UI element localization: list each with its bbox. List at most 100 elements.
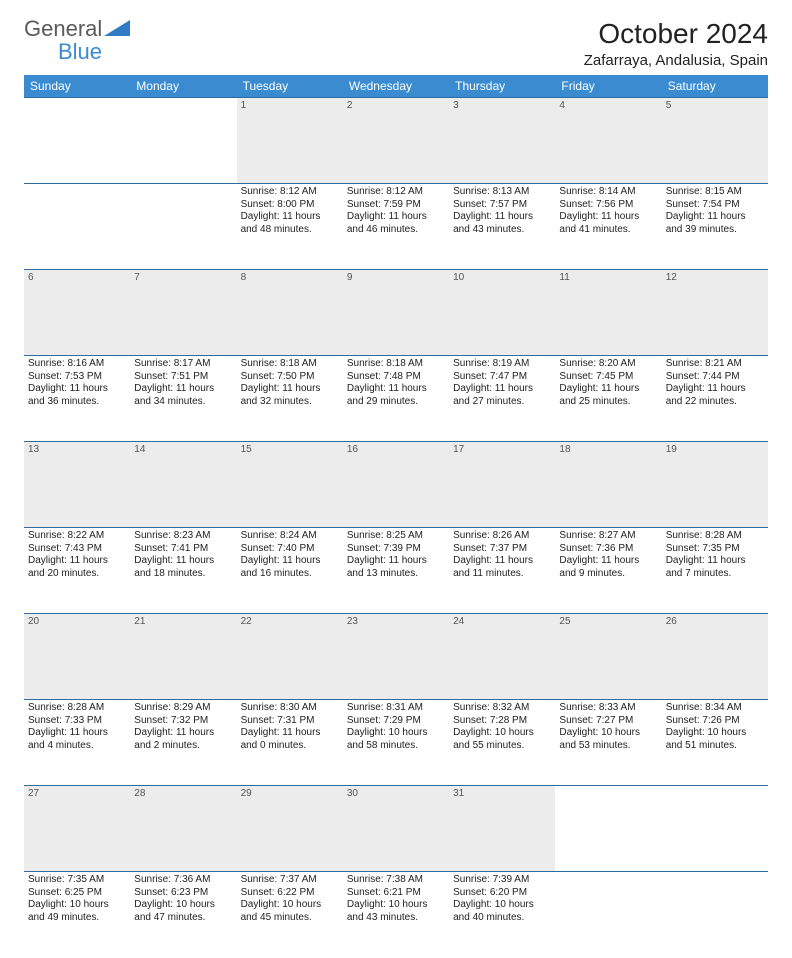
daylight-text: Daylight: 11 hours and 36 minutes. [28, 383, 126, 408]
sunset-text: Sunset: 6:25 PM [28, 887, 126, 900]
daylight-text: Daylight: 11 hours and 29 minutes. [347, 383, 445, 408]
calendar-table: Sunday Monday Tuesday Wednesday Thursday… [24, 75, 768, 958]
sunrise-text: Sunrise: 8:31 AM [347, 702, 445, 715]
day-number: 19 [662, 442, 768, 528]
sunset-text: Sunset: 7:56 PM [559, 199, 657, 212]
daylight-text: Daylight: 10 hours and 45 minutes. [241, 899, 339, 924]
day-number: 16 [343, 442, 449, 528]
day-number: 23 [343, 614, 449, 700]
day-cell: Sunrise: 8:28 AMSunset: 7:33 PMDaylight:… [24, 700, 130, 786]
day-number: 10 [449, 270, 555, 356]
day-number: 6 [24, 270, 130, 356]
sunset-text: Sunset: 7:48 PM [347, 371, 445, 384]
day-cell [24, 184, 130, 270]
calendar-body: 12345Sunrise: 8:12 AMSunset: 8:00 PMDayl… [24, 98, 768, 958]
page-header: General Blue October 2024 Zafarraya, And… [24, 18, 768, 69]
sunrise-text: Sunrise: 8:18 AM [347, 358, 445, 371]
sunrise-text: Sunrise: 8:22 AM [28, 530, 126, 543]
day-header: Tuesday [237, 75, 343, 98]
day-cell: Sunrise: 8:22 AMSunset: 7:43 PMDaylight:… [24, 528, 130, 614]
daylight-text: Daylight: 11 hours and 27 minutes. [453, 383, 551, 408]
sunset-text: Sunset: 6:23 PM [134, 887, 232, 900]
sunset-text: Sunset: 7:29 PM [347, 715, 445, 728]
sunset-text: Sunset: 7:47 PM [453, 371, 551, 384]
day-number [662, 786, 768, 872]
sunset-text: Sunset: 7:59 PM [347, 199, 445, 212]
day-number: 2 [343, 98, 449, 184]
daylight-text: Daylight: 11 hours and 41 minutes. [559, 211, 657, 236]
day-number: 11 [555, 270, 661, 356]
sunset-text: Sunset: 6:20 PM [453, 887, 551, 900]
day-number [24, 98, 130, 184]
sunset-text: Sunset: 7:28 PM [453, 715, 551, 728]
day-cell: Sunrise: 8:31 AMSunset: 7:29 PMDaylight:… [343, 700, 449, 786]
day-header: Wednesday [343, 75, 449, 98]
day-cell: Sunrise: 8:33 AMSunset: 7:27 PMDaylight:… [555, 700, 661, 786]
day-cell: Sunrise: 8:19 AMSunset: 7:47 PMDaylight:… [449, 356, 555, 442]
daylight-text: Daylight: 11 hours and 13 minutes. [347, 555, 445, 580]
daylight-text: Daylight: 11 hours and 16 minutes. [241, 555, 339, 580]
sunset-text: Sunset: 7:40 PM [241, 543, 339, 556]
logo-triangle-icon [104, 18, 130, 38]
logo: General Blue [24, 18, 130, 64]
day-cell: Sunrise: 7:38 AMSunset: 6:21 PMDaylight:… [343, 872, 449, 958]
day-number: 8 [237, 270, 343, 356]
day-number: 28 [130, 786, 236, 872]
day-number [130, 98, 236, 184]
day-number: 29 [237, 786, 343, 872]
sunrise-text: Sunrise: 8:15 AM [666, 186, 764, 199]
sunrise-text: Sunrise: 8:30 AM [241, 702, 339, 715]
day-cell: Sunrise: 7:36 AMSunset: 6:23 PMDaylight:… [130, 872, 236, 958]
daylight-text: Daylight: 11 hours and 18 minutes. [134, 555, 232, 580]
daylight-text: Daylight: 11 hours and 0 minutes. [241, 727, 339, 752]
day-number: 3 [449, 98, 555, 184]
day-number: 7 [130, 270, 236, 356]
day-number: 13 [24, 442, 130, 528]
sunset-text: Sunset: 7:43 PM [28, 543, 126, 556]
day-cell: Sunrise: 7:39 AMSunset: 6:20 PMDaylight:… [449, 872, 555, 958]
location-label: Zafarraya, Andalusia, Spain [584, 52, 768, 69]
day-number: 20 [24, 614, 130, 700]
day-info-row: Sunrise: 8:16 AMSunset: 7:53 PMDaylight:… [24, 356, 768, 442]
sunrise-text: Sunrise: 8:23 AM [134, 530, 232, 543]
title-block: October 2024 Zafarraya, Andalusia, Spain [584, 18, 768, 69]
daylight-text: Daylight: 10 hours and 53 minutes. [559, 727, 657, 752]
daylight-text: Daylight: 11 hours and 32 minutes. [241, 383, 339, 408]
sunset-text: Sunset: 7:53 PM [28, 371, 126, 384]
sunrise-text: Sunrise: 8:24 AM [241, 530, 339, 543]
day-header: Monday [130, 75, 236, 98]
daylight-text: Daylight: 11 hours and 22 minutes. [666, 383, 764, 408]
day-number: 24 [449, 614, 555, 700]
sunrise-text: Sunrise: 8:18 AM [241, 358, 339, 371]
daylight-text: Daylight: 10 hours and 55 minutes. [453, 727, 551, 752]
daylight-text: Daylight: 10 hours and 49 minutes. [28, 899, 126, 924]
day-cell: Sunrise: 8:15 AMSunset: 7:54 PMDaylight:… [662, 184, 768, 270]
day-number: 9 [343, 270, 449, 356]
sunrise-text: Sunrise: 8:29 AM [134, 702, 232, 715]
daylight-text: Daylight: 11 hours and 11 minutes. [453, 555, 551, 580]
sunset-text: Sunset: 7:57 PM [453, 199, 551, 212]
day-number: 22 [237, 614, 343, 700]
sunrise-text: Sunrise: 8:12 AM [241, 186, 339, 199]
day-number-row: 2728293031 [24, 786, 768, 872]
day-header: Sunday [24, 75, 130, 98]
day-info-row: Sunrise: 7:35 AMSunset: 6:25 PMDaylight:… [24, 872, 768, 958]
sunrise-text: Sunrise: 8:21 AM [666, 358, 764, 371]
logo-word2: Blue [24, 39, 102, 64]
day-info-row: Sunrise: 8:12 AMSunset: 8:00 PMDaylight:… [24, 184, 768, 270]
day-cell: Sunrise: 8:14 AMSunset: 7:56 PMDaylight:… [555, 184, 661, 270]
sunset-text: Sunset: 7:26 PM [666, 715, 764, 728]
sunrise-text: Sunrise: 7:37 AM [241, 874, 339, 887]
sunset-text: Sunset: 7:44 PM [666, 371, 764, 384]
daylight-text: Daylight: 11 hours and 48 minutes. [241, 211, 339, 236]
daylight-text: Daylight: 11 hours and 46 minutes. [347, 211, 445, 236]
sunset-text: Sunset: 7:32 PM [134, 715, 232, 728]
day-header-row: Sunday Monday Tuesday Wednesday Thursday… [24, 75, 768, 98]
sunrise-text: Sunrise: 8:13 AM [453, 186, 551, 199]
day-header: Thursday [449, 75, 555, 98]
sunrise-text: Sunrise: 7:36 AM [134, 874, 232, 887]
sunset-text: Sunset: 7:31 PM [241, 715, 339, 728]
daylight-text: Daylight: 11 hours and 7 minutes. [666, 555, 764, 580]
sunset-text: Sunset: 8:00 PM [241, 199, 339, 212]
day-number: 4 [555, 98, 661, 184]
